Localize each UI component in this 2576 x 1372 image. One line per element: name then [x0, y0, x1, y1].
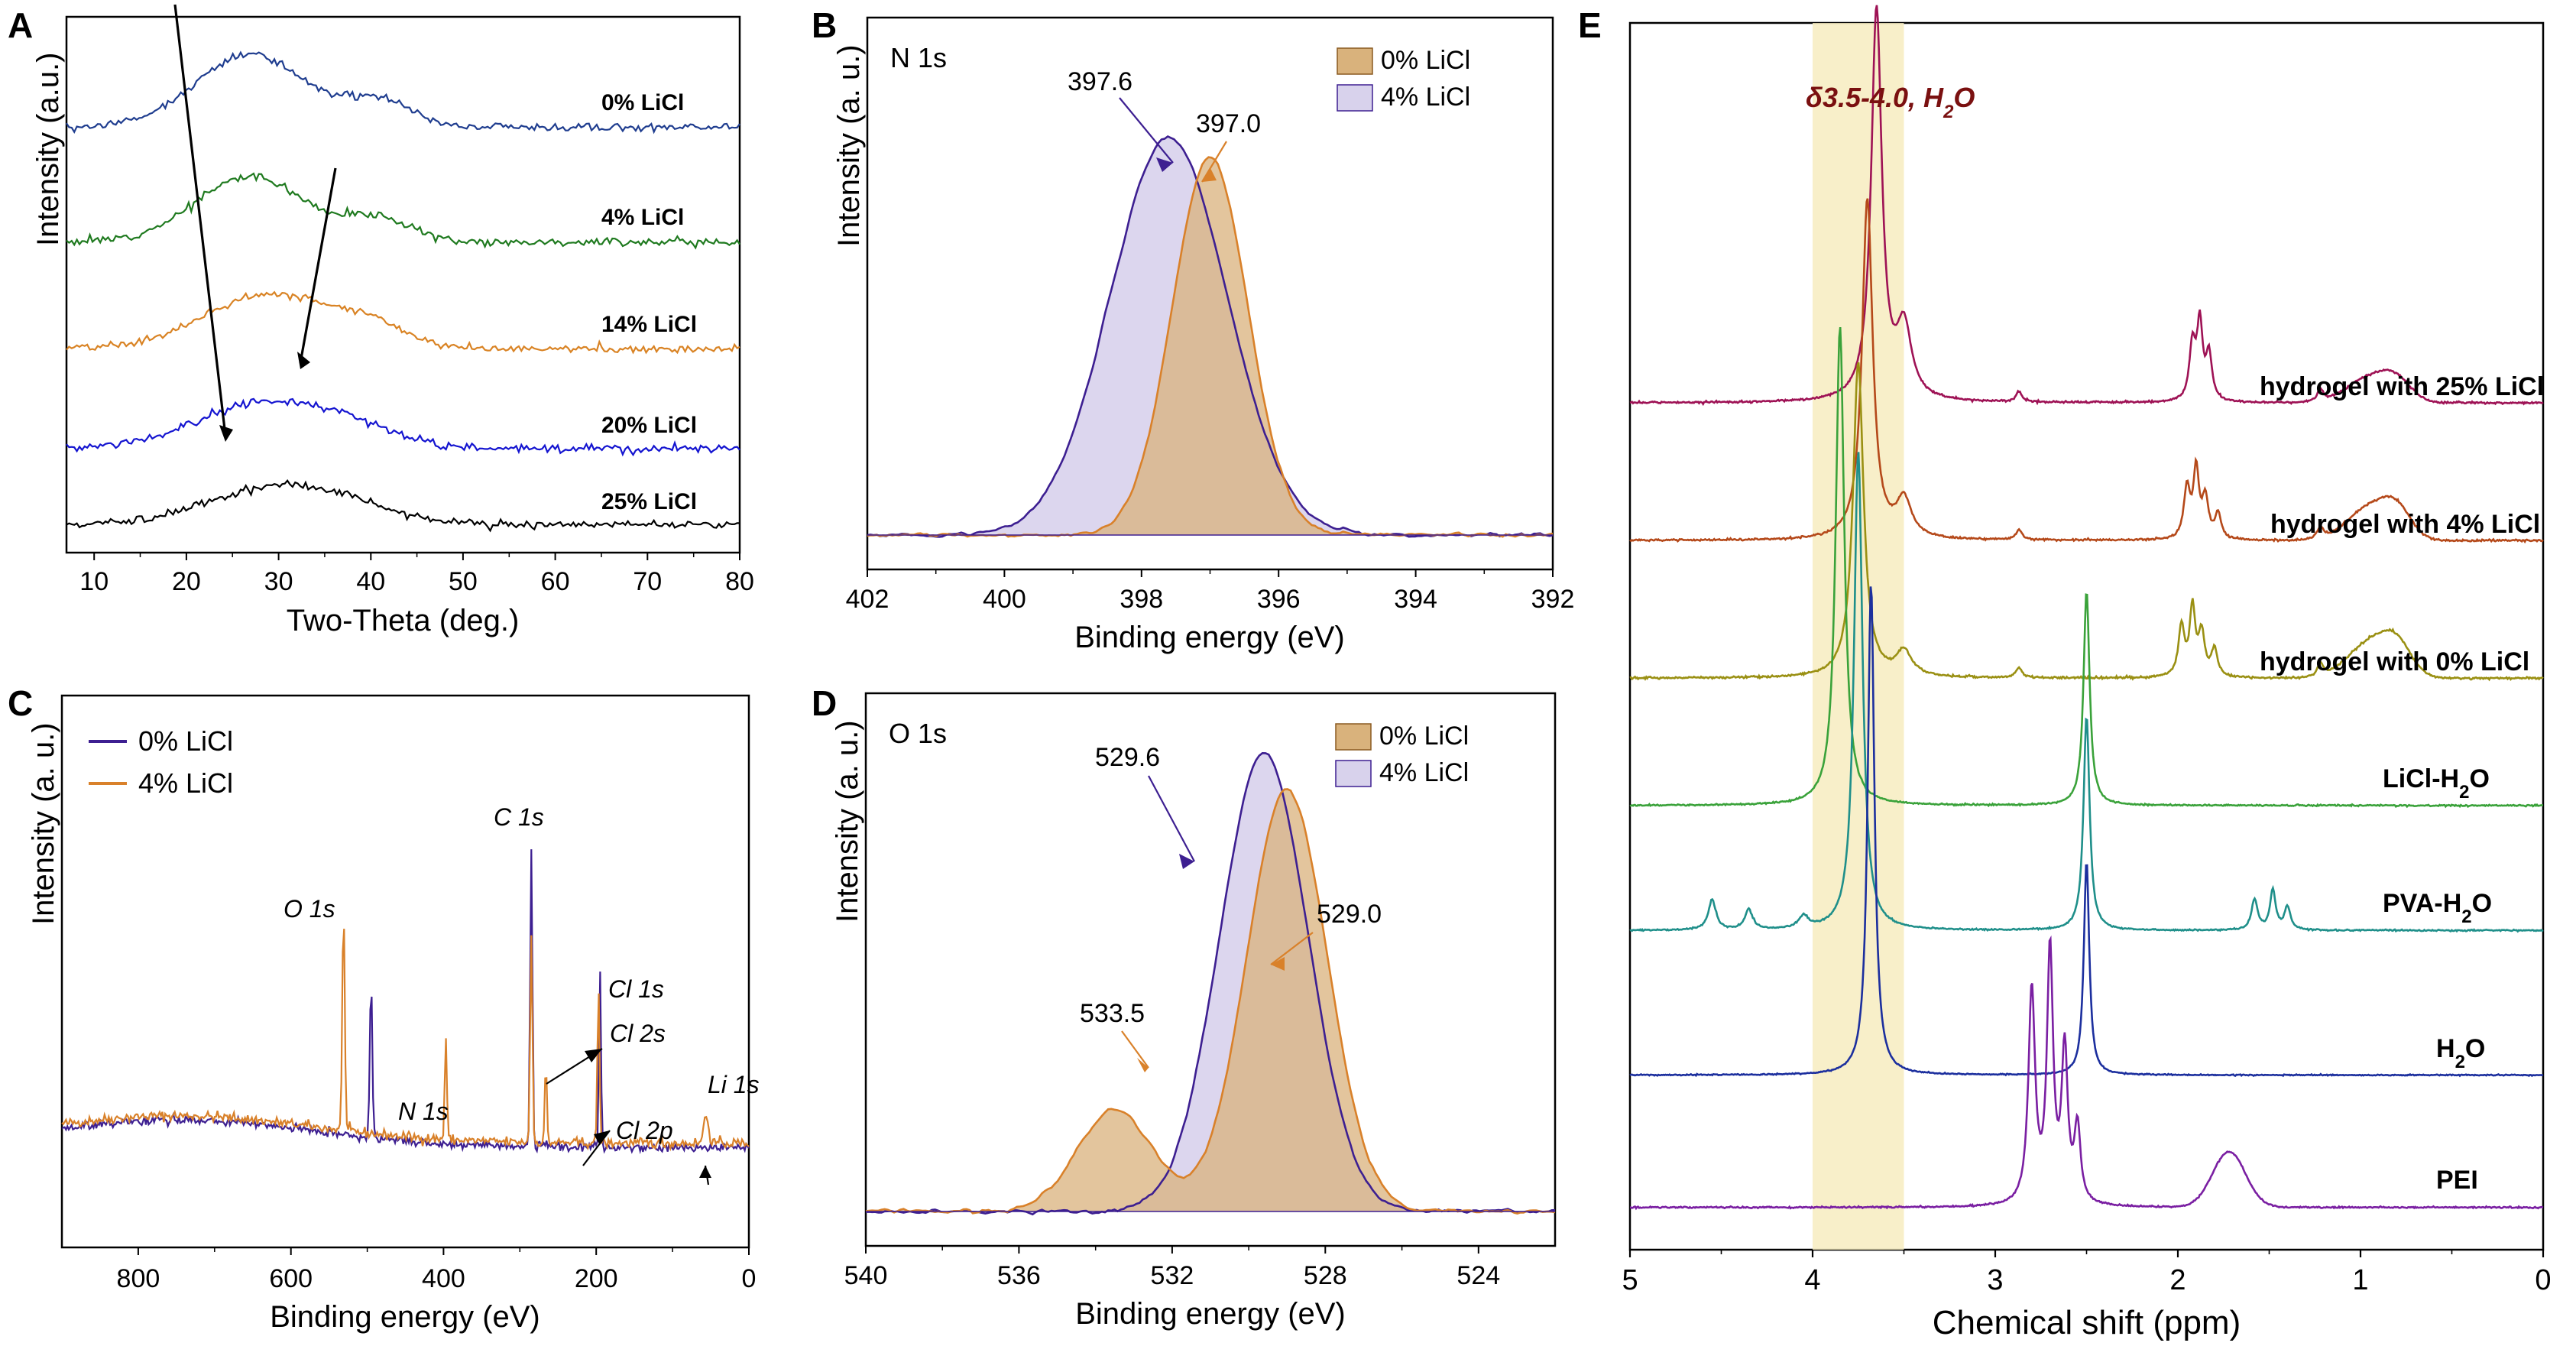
- svg-text:20: 20: [172, 567, 201, 596]
- svg-text:O 1s: O 1s: [284, 895, 335, 923]
- svg-text:528: 528: [1304, 1261, 1347, 1290]
- svg-text:Chemical shift (ppm): Chemical shift (ppm): [1933, 1304, 2241, 1341]
- svg-text:3: 3: [1987, 1264, 2003, 1296]
- svg-text:529.6: 529.6: [1095, 743, 1160, 772]
- svg-text:0% LiCl: 0% LiCl: [601, 90, 684, 115]
- svg-text:hydrogel with 4% LiCl: hydrogel with 4% LiCl: [2270, 510, 2540, 539]
- svg-text:392: 392: [1531, 585, 1575, 614]
- svg-text:Cl 2p: Cl 2p: [616, 1117, 673, 1144]
- svg-text:800: 800: [117, 1264, 160, 1293]
- svg-text:524: 524: [1456, 1261, 1500, 1290]
- svg-text:394: 394: [1394, 585, 1437, 614]
- svg-text:200: 200: [575, 1264, 618, 1293]
- svg-text:60: 60: [541, 567, 570, 596]
- svg-text:396: 396: [1257, 585, 1301, 614]
- svg-text:40: 40: [356, 567, 385, 596]
- svg-text:600: 600: [269, 1264, 313, 1293]
- svg-text:0: 0: [742, 1264, 757, 1293]
- svg-text:4% LiCl: 4% LiCl: [601, 205, 684, 230]
- svg-text:397.6: 397.6: [1068, 67, 1132, 96]
- svg-text:PEI: PEI: [2436, 1166, 2478, 1195]
- svg-text:0: 0: [2535, 1264, 2551, 1296]
- svg-text:529.0: 529.0: [1317, 900, 1382, 929]
- svg-text:532: 532: [1151, 1261, 1194, 1290]
- svg-text:536: 536: [997, 1261, 1041, 1290]
- svg-text:PVA-H2O: PVA-H2O: [2383, 889, 2492, 927]
- svg-text:20% LiCl: 20% LiCl: [601, 413, 697, 438]
- svg-text:Binding energy (eV): Binding energy (eV): [1074, 621, 1345, 654]
- svg-text:H2O: H2O: [2436, 1034, 2485, 1072]
- svg-text:Binding energy (eV): Binding energy (eV): [270, 1300, 540, 1334]
- svg-text:0% LiCl: 0% LiCl: [1381, 46, 1470, 75]
- svg-text:4: 4: [1804, 1264, 1820, 1296]
- svg-text:25% LiCl: 25% LiCl: [601, 489, 697, 514]
- svg-text:O 1s: O 1s: [889, 718, 947, 749]
- svg-text:50: 50: [449, 567, 478, 596]
- svg-text:Cl 1s: Cl 1s: [608, 975, 664, 1003]
- svg-text:hydrogel with 25% LiCl: hydrogel with 25% LiCl: [2260, 372, 2544, 401]
- svg-text:Binding energy (eV): Binding energy (eV): [1075, 1297, 1346, 1331]
- svg-text:540: 540: [844, 1261, 888, 1290]
- svg-text:400: 400: [422, 1264, 465, 1293]
- svg-text:0% LiCl: 0% LiCl: [1379, 722, 1469, 751]
- svg-text:533.5: 533.5: [1080, 999, 1145, 1028]
- svg-text:4% LiCl: 4% LiCl: [1379, 758, 1469, 787]
- svg-text:2: 2: [2169, 1264, 2186, 1296]
- svg-text:398: 398: [1120, 585, 1163, 614]
- svg-text:402: 402: [846, 585, 889, 614]
- svg-text:400: 400: [983, 585, 1026, 614]
- svg-text:4% LiCl: 4% LiCl: [1381, 83, 1470, 112]
- svg-text:0% LiCl: 0% LiCl: [138, 725, 233, 757]
- svg-text:10: 10: [79, 567, 109, 596]
- svg-text:30: 30: [264, 567, 293, 596]
- svg-text:LiCl-H2O: LiCl-H2O: [2383, 764, 2490, 803]
- svg-text:Li 1s: Li 1s: [708, 1071, 760, 1098]
- svg-text:14% LiCl: 14% LiCl: [601, 312, 697, 337]
- svg-text:4% LiCl: 4% LiCl: [138, 767, 233, 799]
- svg-text:C 1s: C 1s: [494, 803, 544, 831]
- svg-text:Cl 2s: Cl 2s: [610, 1020, 666, 1047]
- svg-text:N 1s: N 1s: [398, 1098, 449, 1125]
- svg-text:Two-Theta (deg.): Two-Theta (deg.): [287, 604, 520, 637]
- svg-text:80: 80: [725, 567, 754, 596]
- svg-text:1: 1: [2352, 1264, 2368, 1296]
- svg-text:5: 5: [1622, 1264, 1638, 1296]
- svg-text:70: 70: [633, 567, 662, 596]
- svg-text:hydrogel with 0% LiCl: hydrogel with 0% LiCl: [2260, 647, 2529, 676]
- svg-text:397.0: 397.0: [1196, 109, 1261, 138]
- svg-text:N 1s: N 1s: [890, 42, 947, 73]
